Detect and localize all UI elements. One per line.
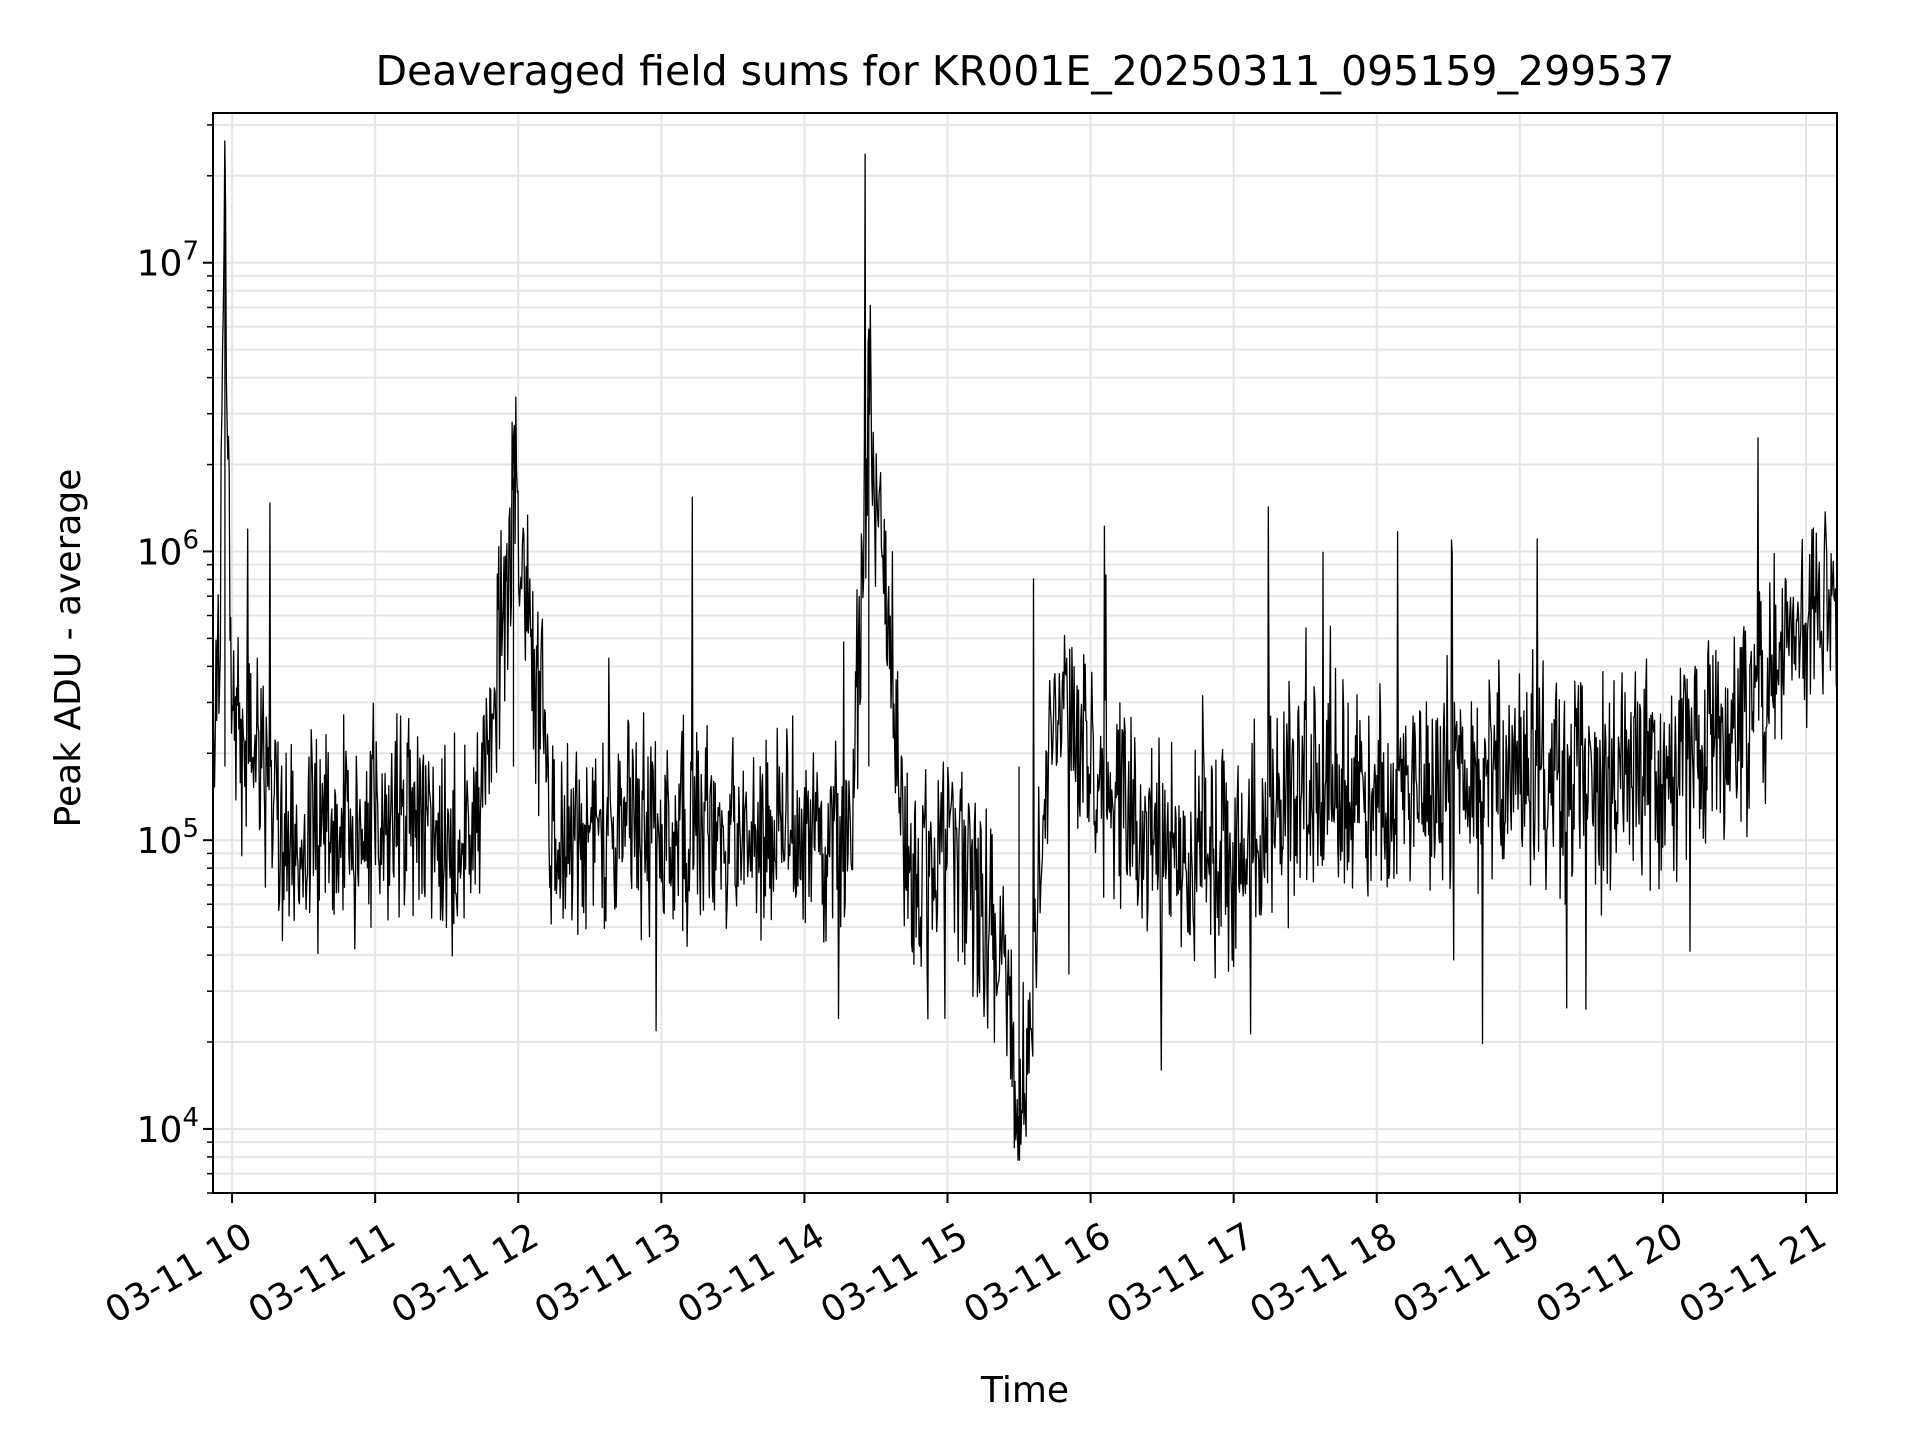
x-axis-label: Time xyxy=(980,1370,1069,1411)
x-tick-label: 03-11 20 xyxy=(1530,1215,1691,1331)
x-tick-label: 03-11 11 xyxy=(242,1215,403,1331)
x-tick-label: 03-11 21 xyxy=(1673,1215,1834,1331)
x-tick-label: 03-11 13 xyxy=(528,1215,689,1331)
x-tick-label: 03-11 12 xyxy=(385,1215,546,1331)
y-tick-label: 104 xyxy=(137,1103,199,1151)
data-layer xyxy=(212,140,1838,1161)
x-tick-label: 03-11 16 xyxy=(957,1215,1118,1331)
y-tick-label: 107 xyxy=(137,237,199,285)
chart-title: Deaveraged field sums for KR001E_2025031… xyxy=(375,47,1674,95)
x-tick-label: 03-11 14 xyxy=(671,1215,832,1331)
series-line xyxy=(212,140,1838,1161)
y-tick-label: 106 xyxy=(137,525,199,573)
plot-frame xyxy=(212,112,1838,1194)
x-tick-label: 03-11 15 xyxy=(814,1215,975,1331)
y-axis-label: Peak ADU - average xyxy=(48,469,89,828)
x-tick-label: 03-11 19 xyxy=(1386,1215,1547,1331)
grid xyxy=(213,113,1837,1194)
x-tick-label: 03-11 18 xyxy=(1243,1215,1404,1331)
x-tick-label: 03-11 17 xyxy=(1100,1215,1261,1331)
y-tick-label: 105 xyxy=(137,814,199,862)
x-tick-label: 03-11 10 xyxy=(99,1215,260,1331)
